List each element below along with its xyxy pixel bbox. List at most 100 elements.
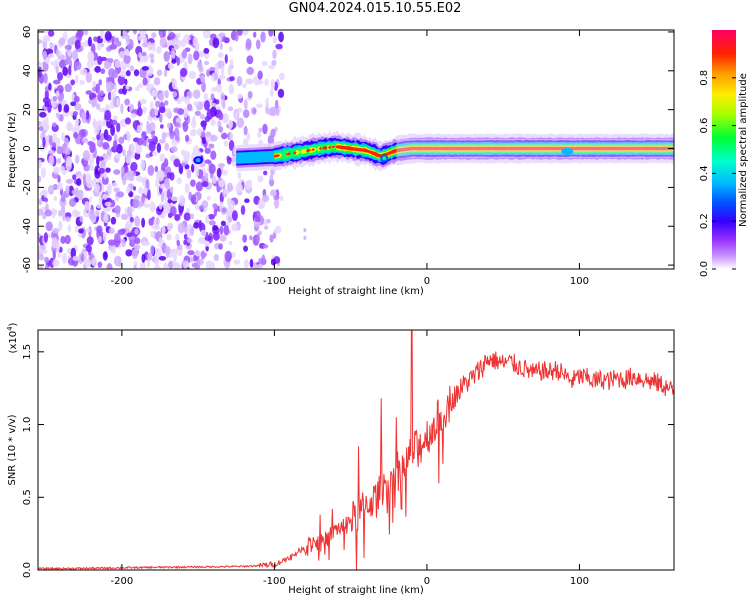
noise-speckle <box>194 250 202 257</box>
noise-speckle <box>57 182 63 191</box>
noise-speckle <box>150 57 155 64</box>
noise-speckle <box>55 48 60 57</box>
noise-speckle <box>162 201 170 210</box>
noise-speckle <box>191 194 197 205</box>
noise-speckle <box>130 161 138 172</box>
noise-speckle <box>260 31 266 43</box>
x-tick-label: -100 <box>263 576 286 587</box>
noise-speckle <box>53 166 60 175</box>
noise-speckle <box>226 156 232 165</box>
noise-speckle <box>171 78 177 90</box>
noise-speckle <box>139 98 147 105</box>
noise-speckle <box>79 68 88 76</box>
noise-speckle <box>131 235 136 246</box>
noise-speckle <box>112 140 118 151</box>
noise-speckle <box>85 173 92 184</box>
noise-speckle <box>206 108 214 120</box>
noise-speckle <box>190 257 194 263</box>
noise-speckle <box>61 132 66 142</box>
noise-speckle <box>148 217 154 226</box>
noise-speckle <box>226 197 231 206</box>
noise-speckle <box>40 166 47 179</box>
noise-speckle <box>102 251 108 261</box>
noise-speckle <box>171 47 175 56</box>
noise-speckle <box>102 38 107 44</box>
noise-speckle <box>74 225 79 233</box>
noise-speckle <box>224 54 228 64</box>
noise-speckle <box>163 68 168 78</box>
noise-speckle <box>198 65 204 73</box>
noise-speckle <box>98 167 105 174</box>
noise-speckle <box>98 79 102 86</box>
noise-speckle <box>145 178 150 190</box>
noise-speckle <box>262 123 268 135</box>
noise-speckle <box>202 120 206 131</box>
noise-speckle <box>235 183 243 194</box>
noise-speckle <box>256 263 263 269</box>
noise-speckle <box>148 140 156 152</box>
noise-speckle <box>133 195 141 200</box>
noise-speckle <box>174 214 181 221</box>
noise-speckle <box>270 79 276 90</box>
signal-dip <box>382 156 387 161</box>
noise-speckle <box>92 80 97 88</box>
noise-speckle <box>131 198 140 209</box>
noise-speckle <box>136 149 140 155</box>
noise-speckle <box>130 112 137 119</box>
spectrogram-y-ticks: -60 -40 -20 0 20 40 60 <box>22 26 674 273</box>
noise-speckle <box>212 37 220 49</box>
noise-speckle <box>94 209 101 217</box>
noise-speckle <box>174 122 181 128</box>
noise-speckle <box>167 63 175 70</box>
noise-speckle <box>51 207 56 219</box>
noise-speckle <box>97 261 103 268</box>
noise-speckle <box>217 120 222 128</box>
noise-speckle <box>203 92 208 101</box>
noise-speckle <box>167 122 171 129</box>
spectrogram-x-ticks: -200 -100 0 100 <box>111 30 589 287</box>
noise-speckle <box>75 154 80 164</box>
noise-speckle <box>44 256 50 264</box>
noise-speckle <box>154 224 160 231</box>
noise-speckle <box>169 130 175 140</box>
noise-speckle <box>119 70 127 78</box>
noise-speckle <box>68 65 72 76</box>
noise-speckle <box>94 65 101 73</box>
noise-speckle <box>200 250 206 260</box>
noise-speckle <box>57 252 62 259</box>
noise-speckle <box>187 53 193 65</box>
noise-speckle <box>47 184 55 195</box>
noise-speckle <box>229 132 234 141</box>
noise-speckle <box>57 174 61 183</box>
y-tick-label: -60 <box>22 257 33 273</box>
noise-speckle <box>159 31 164 39</box>
spectrogram-x-label: Height of straight line (km) <box>288 286 424 297</box>
noise-speckle <box>247 90 253 99</box>
noise-speckle <box>111 35 115 45</box>
noise-speckle <box>228 83 235 95</box>
noise-speckle <box>38 175 42 183</box>
noise-speckle <box>261 61 268 67</box>
noise-speckle <box>243 99 248 110</box>
noise-speckle <box>44 197 49 203</box>
noise-speckle <box>161 224 166 235</box>
noise-speckle <box>136 137 144 146</box>
noise-speckle <box>52 183 58 191</box>
noise-speckle <box>89 164 95 171</box>
noise-speckle <box>206 69 211 77</box>
noise-speckle <box>155 100 161 108</box>
noise-speckle <box>217 77 221 86</box>
noise-speckle <box>192 89 201 99</box>
noise-speckle <box>178 204 183 217</box>
noise-speckle <box>159 106 166 114</box>
noise-speckle <box>256 232 260 244</box>
noise-speckle <box>218 179 226 188</box>
noise-speckle <box>164 178 170 189</box>
noise-speckle <box>141 131 146 140</box>
noise-speckle <box>42 136 46 148</box>
noise-speckle <box>166 41 174 47</box>
y-tick-label: 0.5 <box>22 489 33 505</box>
noise-speckle <box>201 181 209 188</box>
noise-speckle <box>74 102 82 111</box>
